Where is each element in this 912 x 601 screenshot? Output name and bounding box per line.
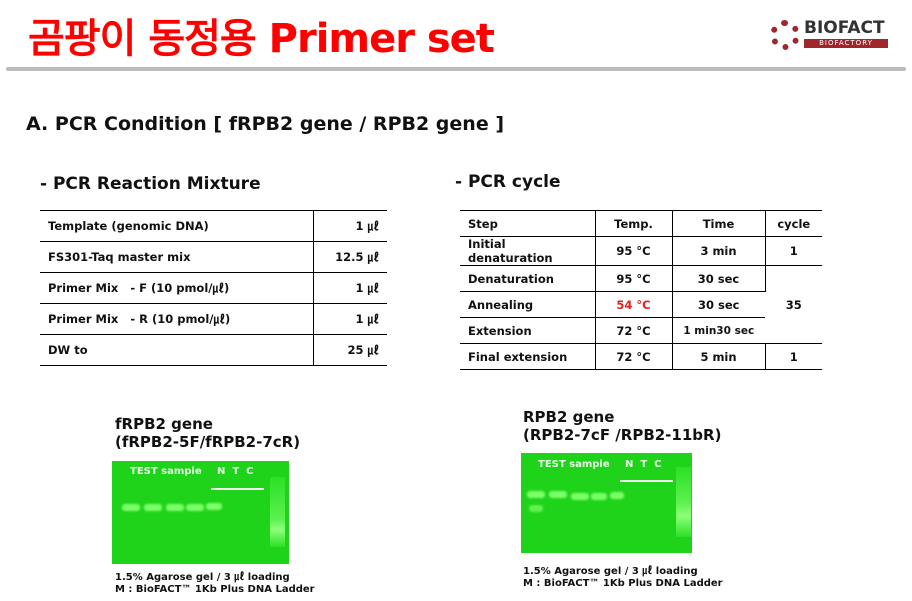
cell: 35 [765, 265, 822, 344]
slide-title: 곰팡이 동정용 Primer set [28, 16, 495, 62]
cell: 1 min30 sec [672, 317, 765, 344]
band [571, 493, 589, 500]
gel2-image: TEST sample N T C [521, 453, 692, 553]
cell: 1 ㎕ [312, 303, 387, 335]
logo-sub: BIOFACTORY [804, 39, 888, 48]
gel1-ntc-label: N T C [217, 466, 254, 477]
gel1-title: fRPB2 gene [115, 415, 213, 433]
table-row: FS301-Taq master mix 12.5 ㎕ [40, 241, 387, 273]
band [206, 503, 222, 510]
band [144, 504, 162, 511]
mixture-table: Template (genomic DNA) 1 ㎕ FS301-Taq mast… [40, 210, 387, 366]
cell: 30 sec [672, 265, 766, 292]
cell: 1 ㎕ [312, 210, 387, 242]
cell: 25 ㎕ [312, 334, 387, 366]
cell: Annealing [460, 291, 596, 318]
gel2-test-label: TEST sample [538, 459, 610, 470]
gel2-title: RPB2 gene [523, 408, 615, 426]
gel2-primers: (RPB2-7cF /RPB2-11bR) [523, 426, 722, 444]
gel1-heading: fRPB2 gene (fRPB2-5F/fRPB2-7cR) [115, 415, 300, 451]
gel1-image: TEST sample N T C [112, 461, 289, 564]
table-row: Initial denaturation 95 °C 3 min 1 [460, 236, 822, 266]
mixture-heading: - PCR Reaction Mixture [40, 174, 261, 194]
band [186, 504, 204, 511]
cell: 12.5 ㎕ [312, 241, 387, 273]
cycle-heading: - PCR cycle [455, 172, 561, 192]
ntc-underline [211, 488, 264, 490]
table-row: Final extension 72 °C 5 min 1 [460, 343, 822, 370]
band [122, 504, 140, 511]
gel1-caption2: M : BioFACT™ 1Kb Plus DNA Ladder [115, 584, 315, 595]
logo-name: BIOFACT [804, 18, 885, 38]
band [527, 491, 545, 498]
annealing-temp: 54 °C [595, 291, 673, 318]
ntc-underline [620, 480, 673, 482]
gel2-caption2: M : BioFACT™ 1Kb Plus DNA Ladder [523, 578, 723, 589]
band [610, 492, 624, 499]
cell: Primer Mix - R (10 pmol/㎕) [40, 303, 313, 335]
gel1-primers: (fRPB2-5F/fRPB2-7cR) [115, 433, 301, 451]
cell: Time [672, 210, 766, 237]
band [166, 504, 184, 511]
gel2-caption1: 1.5% Agarose gel / 3 ㎕ loading [523, 566, 698, 577]
cell: Primer Mix - F (10 pmol/㎕) [40, 272, 313, 304]
cell: 1 [765, 236, 822, 266]
table-row: Template (genomic DNA) 1 ㎕ [40, 210, 387, 242]
cell: Final extension [460, 343, 596, 370]
cell: 95 °C [595, 265, 673, 292]
gel2-caption: 1.5% Agarose gel / 3 ㎕ loading M : BioFA… [523, 566, 723, 590]
logo-ring-icon [770, 20, 800, 50]
cell: Extension [460, 317, 596, 344]
ladder-lane [676, 467, 691, 537]
gel2-ntc-label: N T C [625, 459, 662, 470]
cell: 72 °C [595, 343, 673, 370]
table-row: Annealing 54 °C 30 sec [460, 291, 822, 318]
gel2-heading: RPB2 gene (RPB2-7cF /RPB2-11bR) [523, 408, 721, 444]
cell: cycle [765, 210, 822, 237]
cell: Initial denaturation [460, 236, 596, 266]
cell: 3 min [672, 236, 766, 266]
cell: Template (genomic DNA) [40, 210, 313, 242]
table-row: Denaturation 95 °C 30 sec 35 [460, 265, 822, 344]
title-divider [6, 67, 906, 71]
cell: Denaturation [460, 265, 596, 292]
cell: Step [460, 210, 596, 237]
cell: 30 sec [672, 291, 765, 318]
cell: Temp. [595, 210, 673, 237]
section-heading: A. PCR Condition [ fRPB2 gene / RPB2 gen… [26, 113, 505, 135]
ladder-lane [270, 477, 285, 547]
biofact-logo: BIOFACT BIOFACTORY [770, 16, 892, 56]
band [591, 493, 607, 500]
table-row: Primer Mix - R (10 pmol/㎕) 1 ㎕ [40, 303, 387, 335]
gel1-caption1: 1.5% Agarose gel / 3 ㎕ loading [115, 572, 290, 583]
band [549, 491, 567, 498]
cell: 1 [765, 343, 822, 370]
cell: DW to [40, 334, 313, 366]
cell: 72 °C [595, 317, 673, 344]
table-row: DW to 25 ㎕ [40, 334, 387, 366]
table-row: Primer Mix - F (10 pmol/㎕) 1 ㎕ [40, 272, 387, 304]
cell: 95 °C [595, 236, 673, 266]
cycle-table: Step Temp. Time cycle Initial denaturation 9… [460, 210, 822, 370]
cell: 5 min [672, 343, 766, 370]
gel1-caption: 1.5% Agarose gel / 3 ㎕ loading M : BioFA… [115, 572, 315, 596]
cell: FS301-Taq master mix [40, 241, 313, 273]
table-header: Step Temp. Time cycle [460, 210, 822, 237]
gel1-test-label: TEST sample [130, 466, 202, 477]
cell: 1 ㎕ [312, 272, 387, 304]
band [529, 505, 543, 512]
